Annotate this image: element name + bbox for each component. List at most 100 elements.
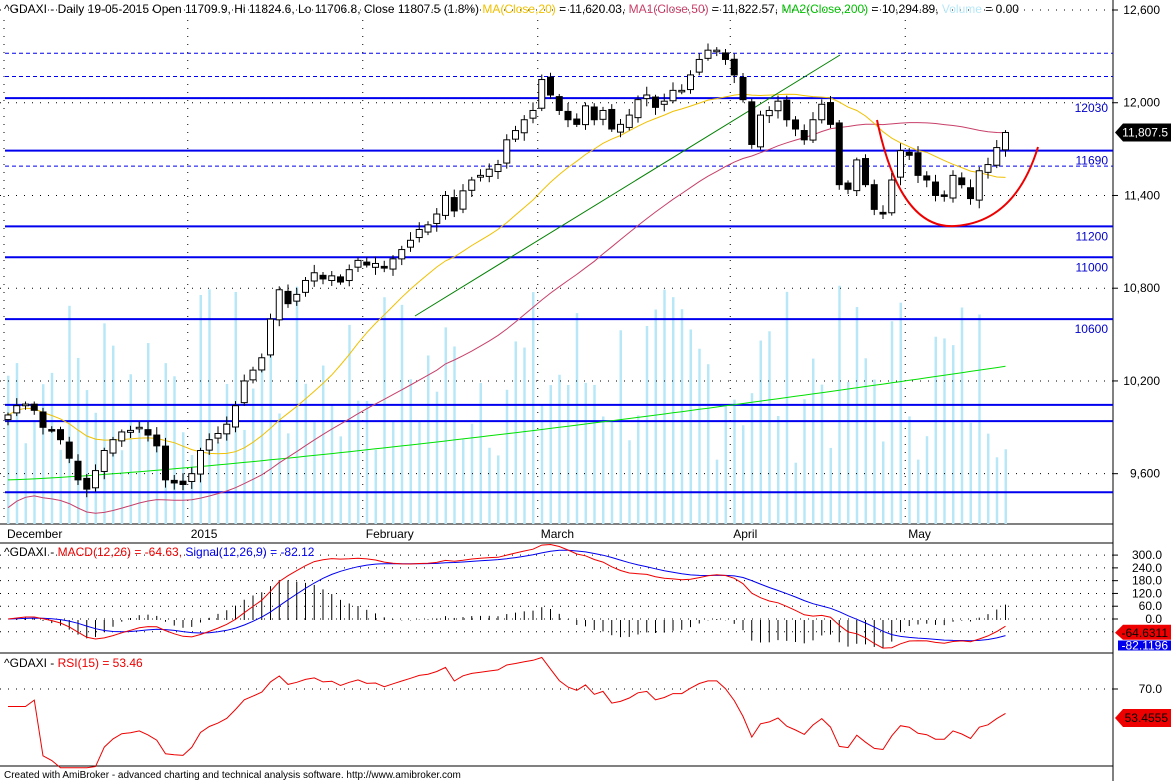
candle [1002,130,1009,157]
candle [153,427,161,453]
candle [967,179,974,205]
volume-bar [575,313,579,524]
candle [564,103,572,128]
candle-up [197,449,204,475]
candle-up [582,105,589,126]
candle-up [109,439,117,454]
last-price-label: 11,807.5 [1122,125,1168,139]
candle-up [398,249,406,260]
candle [92,464,99,492]
candle-down [39,411,47,428]
volume-bar [50,372,54,524]
volume-bar [619,330,622,524]
volume-bar [847,381,850,524]
y-tick-label: 10,800 [1123,281,1160,295]
candle [573,113,581,128]
volume-bar [628,440,631,524]
level-label: 11690 [1076,154,1109,168]
volume-bar [873,379,876,524]
candle-down [170,479,178,484]
candle-up [293,293,301,302]
candle-up [1002,131,1009,151]
last-price-tag [1115,123,1171,142]
ma200-label: MA2(Close,200) [781,2,868,16]
candle-up [389,258,397,270]
y-tick-label: 120.0 [1132,586,1162,600]
volume-bar [567,385,570,524]
candle-up [512,130,519,140]
candle-down [739,76,747,101]
candle-up [468,179,476,191]
volume-bar [899,302,902,524]
candle [144,421,152,442]
volume-bar [304,383,307,524]
candle [809,112,817,144]
volume-bar [217,442,220,524]
candle-up [4,414,12,421]
volume-bar [1004,449,1007,524]
candle-up [459,190,467,210]
volume-bar [855,306,859,524]
candle [232,401,239,433]
candle [695,53,703,76]
rsi-label: RSI(15) = 53.46 [58,656,143,670]
level-label: 11000 [1076,260,1109,274]
volume-bar [199,294,202,524]
candle-down [573,118,581,125]
candle-up [92,470,99,489]
candle-up [494,164,502,173]
candle [372,256,379,275]
candle-up [774,100,782,112]
ma20-value: = 11,620.03, [556,2,629,16]
candle-down [800,130,808,141]
volume-bar [890,321,894,524]
candle-down [914,152,922,176]
x-tick-label: February [366,527,414,541]
candle-down [153,434,161,447]
volume-bar [925,436,929,524]
candle [993,140,1001,169]
candle-down [179,480,187,485]
volume-bar [435,391,439,524]
volume-bar [42,384,45,524]
volume-bar [540,405,544,524]
candle [118,429,126,447]
volume-bar [969,422,972,524]
candle [634,95,642,123]
candle [302,277,309,297]
volume-bar [829,447,832,524]
candle-down [30,403,38,411]
candle-up [687,74,694,91]
volume-bar [785,291,789,524]
candle-down [730,58,738,76]
price-header: ^GDAXI - Daily 19-05-2015 Open 11709.9, … [4,2,1019,16]
candle-down [590,106,598,121]
volume-bar [59,449,62,524]
candle-down [783,99,791,121]
volume-bar [400,304,404,524]
volume-bar [208,289,211,524]
volume-label: Volume [942,2,982,16]
candle-up [669,89,677,102]
candle-down [932,181,939,196]
candle-up [704,49,712,59]
volume-bar [322,365,325,524]
volume-bar [602,416,605,524]
candle-up [22,403,29,407]
candle [363,257,371,268]
candle [827,95,834,128]
candle-down [844,182,852,190]
ma200-value: = 10,294.89, [868,2,942,16]
candle-down [57,429,64,441]
volume-bar [654,309,657,524]
candle [127,425,134,438]
volume-bar [129,374,132,524]
y-tick-label: 11,400 [1124,188,1160,202]
candle-down [380,265,388,269]
footer-credit: Created with AmiBroker - advanced charti… [4,770,461,781]
candle [459,184,467,214]
candle-up [345,269,353,282]
volume-bar [943,338,946,524]
candle-up [354,259,362,268]
